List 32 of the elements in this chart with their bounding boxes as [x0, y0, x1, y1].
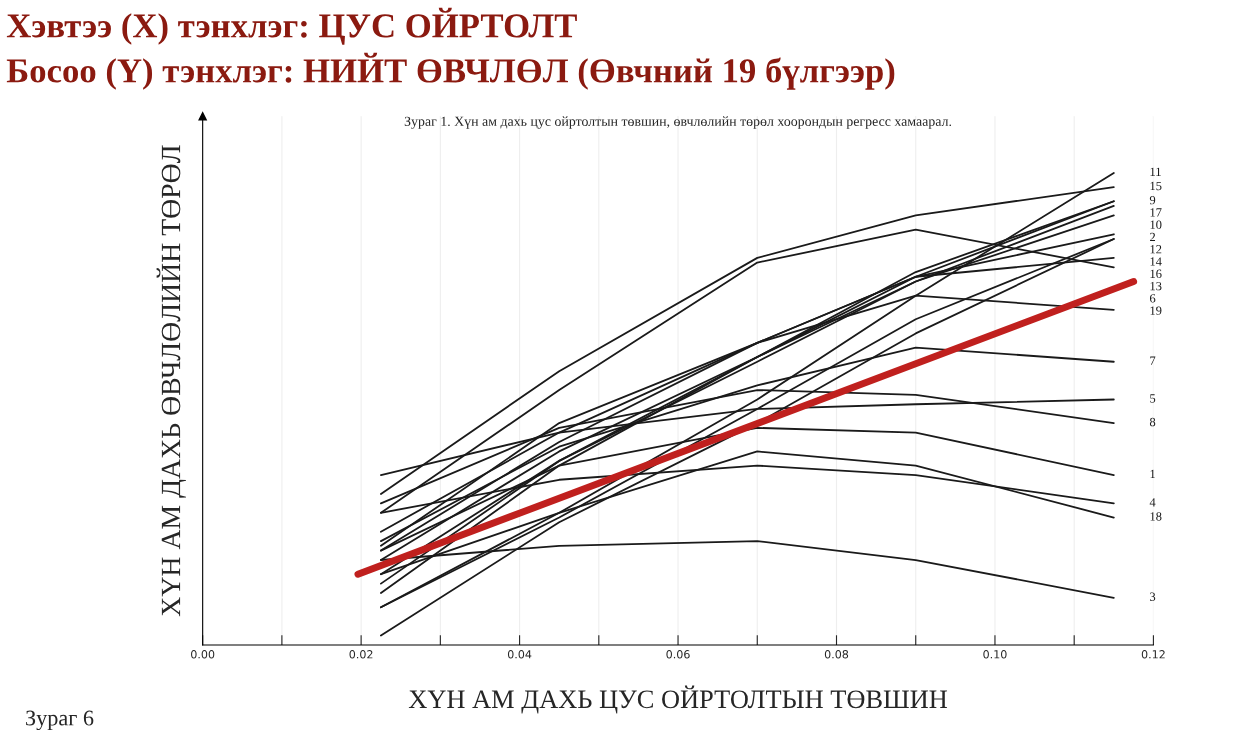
text: 2	[1150, 232, 1156, 242]
x-tick-label: 0.00	[191, 650, 215, 659]
text: 15	[1150, 181, 1162, 191]
text: 7	[1150, 356, 1156, 365]
text: 11	[1150, 167, 1161, 176]
text: 13	[1150, 281, 1162, 291]
chart-subtitle: Босоо (Y) тэнхлэг: НИЙТ ӨВЧЛӨЛ (Өвчний 19 бүлгээр)	[6, 52, 895, 90]
text: 9	[1149, 195, 1156, 205]
x-axis-title: ХҮН АМ ДАХЬ ЦУС ОЙРТОЛТЫН ТӨВШИН	[408, 685, 948, 714]
x-tick-label: 0.06	[666, 650, 690, 659]
text: 5	[1150, 394, 1156, 403]
y-axis-title: ХҮН АМ ДАХЬ ӨВЧЛӨЛИЙН ТӨРӨЛ	[156, 145, 186, 617]
text: 8	[1149, 417, 1156, 427]
text: 10	[1150, 220, 1162, 229]
text: 17	[1150, 208, 1162, 217]
x-tick-label: 0.02	[349, 650, 373, 659]
text: 1	[1150, 469, 1155, 479]
x-tick-label: 0.12	[1141, 650, 1165, 659]
text: 19	[1150, 306, 1162, 315]
text: 12	[1150, 245, 1162, 254]
text: 6	[1150, 294, 1156, 303]
x-tick-label: 0.10	[983, 650, 1007, 659]
text: 4	[1149, 498, 1156, 507]
text: 3	[1150, 592, 1156, 601]
text: 14	[1150, 257, 1162, 266]
x-tick-label: 0.04	[507, 650, 532, 659]
text: 18	[1150, 512, 1162, 521]
text: 16	[1150, 269, 1162, 278]
text: Зураг 1. Хүн ам дахь цус ойртолтын төвшин, өвчлөлийн төрөл хоорондын регресс хамаарал.	[404, 116, 952, 129]
chart-title: Хэвтээ (X) тэнхлэг: ЦУС ОЙРТОЛТ	[6, 7, 577, 45]
x-tick-label: 0.08	[824, 650, 849, 659]
text: Зураг 6	[26, 710, 94, 731]
